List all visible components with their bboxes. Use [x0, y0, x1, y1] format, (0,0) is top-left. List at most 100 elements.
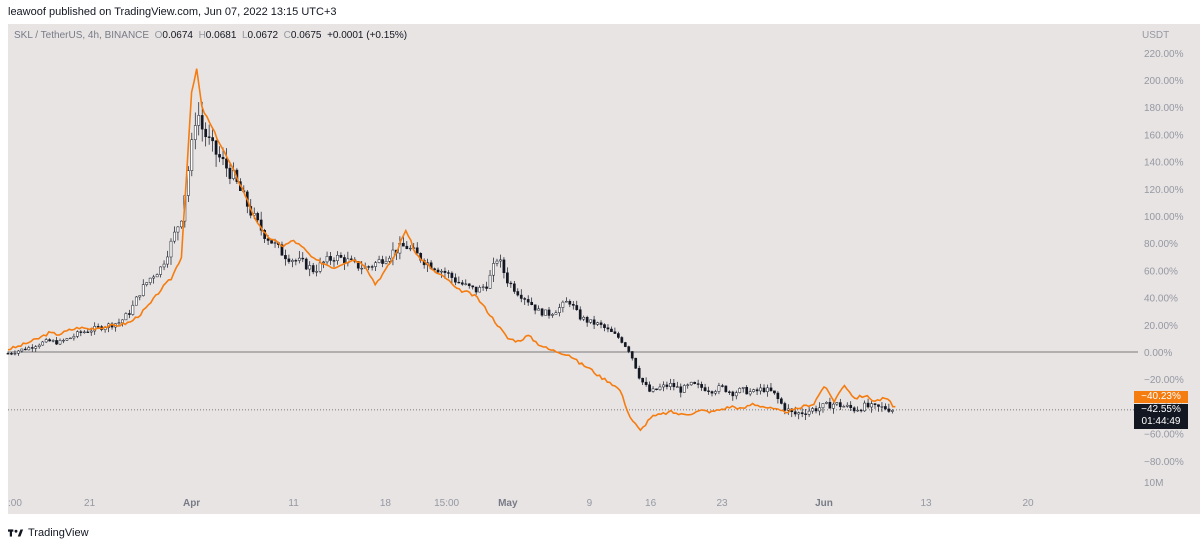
candle-body — [471, 285, 475, 288]
candle-body — [825, 402, 828, 404]
x-tick-label: 16 — [645, 498, 657, 509]
candle-body — [724, 385, 728, 393]
candle-body — [578, 309, 582, 320]
candle-body — [13, 352, 17, 355]
candle-body — [558, 307, 561, 313]
candle-body — [287, 258, 291, 262]
candle-body — [599, 322, 603, 325]
candle-body — [79, 331, 83, 333]
candle-body — [58, 340, 62, 345]
candle-body — [547, 309, 551, 316]
candle-body — [658, 386, 662, 391]
candle-body — [72, 336, 76, 339]
y-tick-label: 40.00% — [1144, 294, 1178, 305]
candle-body — [270, 240, 273, 244]
candle-body — [818, 407, 821, 412]
candle-body — [457, 281, 461, 284]
candle-body — [700, 384, 703, 388]
candle-body — [402, 242, 405, 247]
x-tick-label: 20 — [1022, 498, 1034, 509]
candle-body — [502, 259, 506, 273]
candle-body — [360, 267, 364, 270]
candle-body — [48, 339, 51, 342]
candle-body — [467, 283, 471, 287]
candle-body — [866, 402, 870, 408]
candle-body — [679, 386, 683, 393]
candle-body — [37, 344, 41, 347]
candle-body — [623, 342, 627, 347]
candle-body — [495, 260, 499, 264]
candle-body — [433, 268, 436, 271]
candle-body — [512, 283, 516, 292]
candle-body — [415, 247, 419, 254]
x-tick-label: 11 — [288, 498, 299, 509]
x-tick-label: 15:00 — [434, 498, 459, 509]
candle-body — [800, 412, 804, 415]
candle-body — [384, 261, 388, 264]
candle-body — [755, 389, 759, 392]
y-tick-label: −60.00% — [1144, 430, 1184, 441]
candle-body — [336, 254, 339, 261]
legend-change: +0.0001 (+0.15%) — [327, 30, 408, 41]
candle-body — [887, 408, 891, 412]
candle-body — [526, 299, 530, 303]
candle-body — [297, 257, 301, 261]
candle-body — [207, 136, 211, 138]
candle-body — [717, 385, 721, 392]
candle-body — [634, 357, 638, 369]
y-tick-label: 180.00% — [1144, 103, 1184, 114]
candle-body — [152, 276, 156, 279]
candle-body — [762, 387, 766, 392]
candle-body — [374, 262, 377, 267]
x-tick-label: Apr — [183, 498, 200, 509]
candle-body — [832, 403, 835, 409]
candle-body — [159, 266, 162, 275]
candle-body — [117, 322, 121, 324]
candle-body — [166, 256, 169, 265]
candle-body — [294, 260, 298, 262]
price-axis[interactable] — [1138, 24, 1200, 514]
candle-body — [96, 326, 100, 328]
time-axis[interactable] — [8, 490, 1138, 514]
candle-body — [811, 408, 814, 412]
candle-body — [315, 271, 319, 273]
candle-body — [731, 391, 735, 397]
candle-body — [193, 125, 197, 140]
candle-body — [322, 261, 325, 264]
candle-body — [311, 265, 315, 273]
candle-body — [474, 286, 478, 293]
candle-body — [256, 213, 260, 221]
candle-body — [200, 115, 204, 130]
candle-body — [506, 272, 509, 284]
candle-body — [734, 392, 738, 397]
candle-body — [575, 305, 579, 310]
candle-body — [173, 231, 176, 242]
candle-body — [65, 338, 69, 341]
candle-body — [696, 383, 700, 385]
candle-body — [30, 347, 34, 349]
candle-body — [454, 277, 457, 283]
candle-body — [686, 384, 690, 386]
candle-body — [304, 258, 308, 270]
legend[interactable]: SKL / TetherUS, 4h, BINANCE O0.0674 H0.0… — [14, 30, 407, 41]
candle-body — [86, 331, 90, 333]
candle-body — [273, 242, 277, 244]
candle-body — [707, 390, 710, 392]
candle-body — [17, 350, 20, 354]
candle-body — [852, 407, 856, 412]
candle-body — [877, 404, 880, 407]
legend-l-label: L — [241, 30, 248, 41]
candle-body — [450, 272, 454, 278]
candle-body — [180, 220, 183, 228]
candle-body — [523, 298, 527, 300]
candle-body — [343, 257, 346, 264]
candle-body — [148, 277, 152, 283]
legend-o-label: O — [154, 30, 163, 41]
candle-body — [131, 304, 135, 315]
candle-body — [41, 341, 45, 346]
candle-body — [863, 402, 866, 412]
plot-area[interactable] — [8, 24, 1138, 490]
candle-body — [162, 263, 166, 268]
tradingview-brand[interactable]: TradingView — [8, 527, 89, 539]
legend-h-label: H — [198, 30, 206, 41]
